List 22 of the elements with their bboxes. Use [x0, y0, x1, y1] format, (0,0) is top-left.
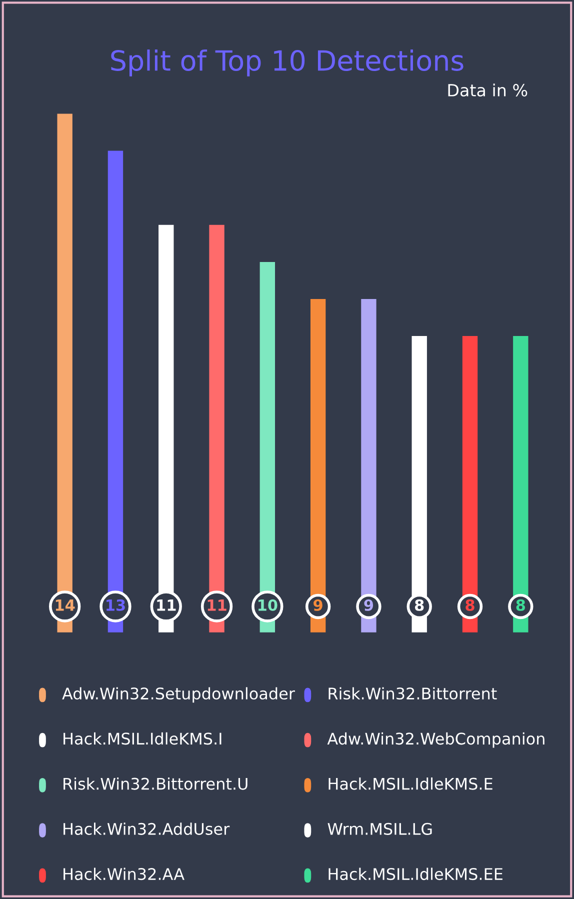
text: Hack.MSIL.IdleKMS.EE — [328, 868, 502, 880]
data-label: 9 — [314, 599, 322, 611]
text: Risk.Win32.Bittorrent — [328, 687, 497, 700]
data-label: 9 — [364, 599, 374, 611]
text: Adw.Win32.Setupdownloader — [62, 687, 295, 703]
text: Hack.Win32.AA — [64, 868, 184, 880]
chart-subtitle: Data in % — [448, 84, 528, 97]
text: Adw.Win32.WebCompanion — [327, 732, 544, 748]
text: Risk.Win32.Bittorrent.U — [64, 777, 248, 790]
data-label: 13 — [106, 599, 125, 611]
data-label: 11 — [157, 600, 176, 611]
data-label: 11 — [208, 600, 226, 611]
text: Wrm.MSIL.LG — [328, 822, 432, 835]
text: Hack.Win32.AddUser — [64, 822, 230, 835]
data-label: 8 — [466, 599, 474, 611]
data-label: 8 — [414, 599, 424, 611]
text: Hack.MSIL.IdleKMS.I — [64, 732, 222, 745]
data-label: 10 — [258, 599, 278, 611]
text: Hack.MSIL.IdleKMS.E — [328, 777, 492, 790]
data-label: 8 — [516, 599, 526, 611]
data-label: 14 — [56, 600, 75, 611]
chart-title: Split of Top 10 Detections — [111, 49, 464, 76]
